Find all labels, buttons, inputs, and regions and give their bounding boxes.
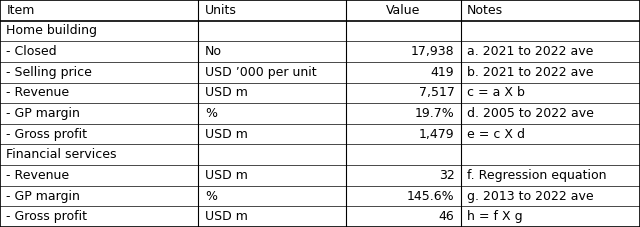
Text: 145.6%: 145.6% — [407, 190, 454, 202]
Text: %: % — [205, 190, 217, 202]
Text: 17,938: 17,938 — [411, 45, 454, 58]
Text: USD m: USD m — [205, 86, 248, 99]
Text: 1,479: 1,479 — [419, 128, 454, 141]
Text: USD m: USD m — [205, 128, 248, 141]
Text: - Gross profit: - Gross profit — [6, 210, 88, 223]
Text: USD m: USD m — [205, 210, 248, 223]
Text: 32: 32 — [438, 169, 454, 182]
Text: USD ’000 per unit: USD ’000 per unit — [205, 66, 316, 79]
Text: 19.7%: 19.7% — [415, 107, 454, 120]
Text: h = f X g: h = f X g — [467, 210, 523, 223]
Text: - Revenue: - Revenue — [6, 169, 70, 182]
Text: Financial services: Financial services — [6, 148, 117, 161]
Text: g. 2013 to 2022 ave: g. 2013 to 2022 ave — [467, 190, 594, 202]
Text: a. 2021 to 2022 ave: a. 2021 to 2022 ave — [467, 45, 593, 58]
Text: e = c X d: e = c X d — [467, 128, 525, 141]
Text: 46: 46 — [438, 210, 454, 223]
Text: Item: Item — [6, 4, 35, 17]
Text: - Closed: - Closed — [6, 45, 57, 58]
Text: - GP margin: - GP margin — [6, 107, 80, 120]
Text: - GP margin: - GP margin — [6, 190, 80, 202]
Text: f. Regression equation: f. Regression equation — [467, 169, 607, 182]
Text: 7,517: 7,517 — [419, 86, 454, 99]
Text: - Revenue: - Revenue — [6, 86, 70, 99]
Text: c = a X b: c = a X b — [467, 86, 525, 99]
Text: - Gross profit: - Gross profit — [6, 128, 88, 141]
Text: Units: Units — [205, 4, 237, 17]
Text: %: % — [205, 107, 217, 120]
Text: 419: 419 — [431, 66, 454, 79]
Text: d. 2005 to 2022 ave: d. 2005 to 2022 ave — [467, 107, 594, 120]
Text: Value: Value — [386, 4, 420, 17]
Text: b. 2021 to 2022 ave: b. 2021 to 2022 ave — [467, 66, 594, 79]
Text: Notes: Notes — [467, 4, 503, 17]
Text: Home building: Home building — [6, 25, 97, 37]
Text: USD m: USD m — [205, 169, 248, 182]
Text: No: No — [205, 45, 222, 58]
Text: - Selling price: - Selling price — [6, 66, 92, 79]
